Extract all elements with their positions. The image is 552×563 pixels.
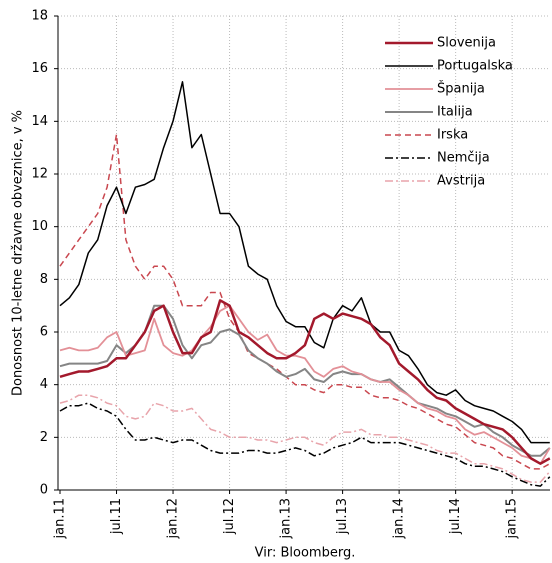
legend-label: Nemčija: [437, 151, 490, 166]
legend-label: Avstrija: [437, 174, 485, 189]
legend-label: Španija: [437, 81, 485, 97]
y-tick-label: 18: [31, 9, 48, 24]
x-tick-label: jan.15: [505, 498, 520, 540]
y-tick-label: 4: [40, 377, 48, 392]
y-tick-label: 2: [40, 430, 48, 445]
legend-label: Irska: [437, 128, 468, 143]
y-tick-label: 6: [40, 325, 48, 340]
x-tick-label: jul.11: [109, 498, 124, 535]
y-tick-label: 12: [31, 167, 48, 182]
series-line: [59, 394, 551, 483]
legend-label: Slovenija: [437, 36, 496, 51]
x-tick-label: jan.12: [166, 498, 181, 540]
x-tick-label: jul.12: [222, 498, 237, 535]
series-line: [59, 81, 550, 444]
source: Vir: Bloomberg.: [255, 546, 356, 561]
series-line: [59, 402, 551, 487]
y-tick-label: 0: [40, 483, 48, 498]
y-axis-label: Donosnost 10-letne državne obveznice, v …: [11, 110, 26, 396]
x-tick-label: jan.14: [392, 498, 407, 540]
x-tick-label: jan.11: [53, 498, 68, 540]
y-tick-label: 16: [31, 61, 48, 76]
x-tick-label: jan.13: [279, 498, 294, 540]
y-tick-label: 10: [31, 219, 48, 234]
y-tick-label: 14: [31, 114, 48, 129]
series-line: [59, 133, 551, 470]
series-line: [59, 299, 551, 465]
series-line: [59, 304, 551, 465]
legend-label: Italija: [437, 105, 473, 120]
legend-label: Portugalska: [437, 59, 513, 74]
y-tick-label: 8: [40, 272, 48, 287]
x-tick-label: jul.14: [448, 498, 463, 535]
x-tick-label: jul.13: [335, 498, 350, 535]
